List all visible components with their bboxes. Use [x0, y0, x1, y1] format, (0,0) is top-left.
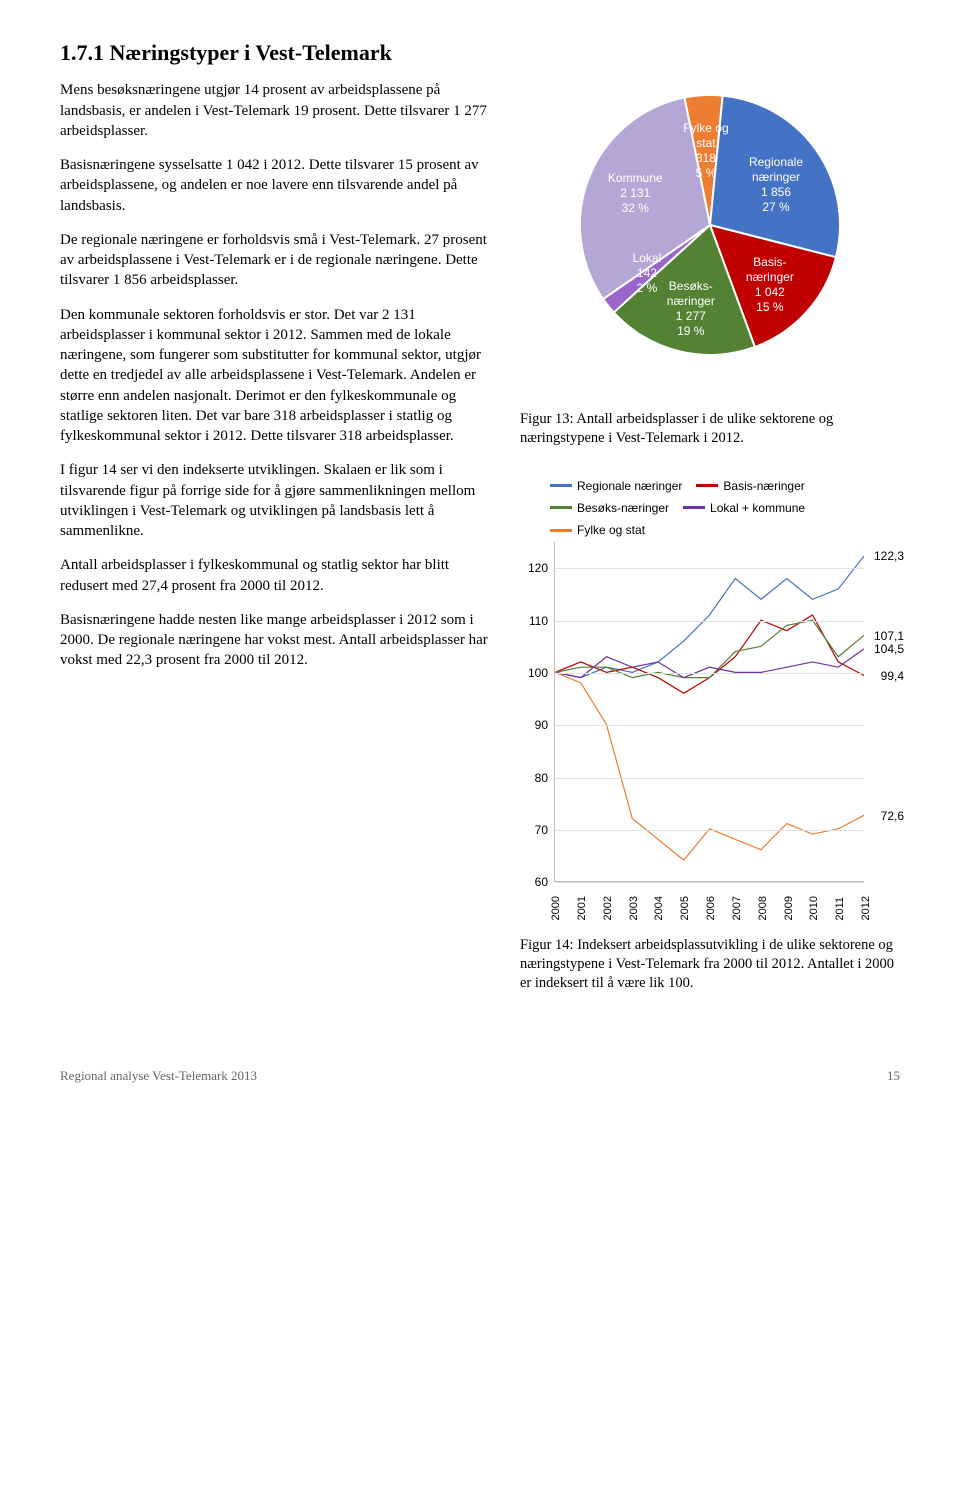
- legend-item: Regionale næringer: [550, 478, 682, 494]
- paragraph: Basisnæringene hadde nesten like mange a…: [60, 610, 490, 671]
- legend-item: Fylke og stat: [550, 522, 645, 538]
- y-tick-label: 110: [520, 613, 548, 629]
- chart-series: [555, 556, 864, 678]
- series-end-label: 122,3: [874, 548, 904, 564]
- pie-slice-label: Basis-næringer1 04215 %: [730, 255, 810, 315]
- legend-item: Basis-næringer: [696, 478, 804, 494]
- legend-item: Besøks-næringer: [550, 500, 669, 516]
- section-heading: 1.7.1 Næringstyper i Vest-Telemark: [60, 40, 490, 66]
- series-end-label: 104,5: [874, 641, 904, 657]
- x-tick-label: 2010: [807, 896, 822, 920]
- y-tick-label: 60: [520, 874, 548, 890]
- y-tick-label: 70: [520, 822, 548, 838]
- x-tick-label: 2006: [704, 896, 719, 920]
- x-tick-label: 2011: [833, 897, 848, 921]
- x-tick-label: 2008: [756, 896, 771, 920]
- y-tick-label: 90: [520, 717, 548, 733]
- paragraph: Den kommunale sektoren forholdsvis er st…: [60, 305, 490, 447]
- pie-slice-label: Regionalenæringer1 85627 %: [736, 155, 816, 215]
- x-tick-label: 2004: [652, 896, 667, 920]
- y-tick-label: 120: [520, 560, 548, 576]
- paragraph: Basisnæringene sysselsatte 1 042 i 2012.…: [60, 155, 490, 216]
- x-tick-label: 2003: [627, 896, 642, 920]
- x-tick-label: 2000: [549, 896, 564, 920]
- legend-item: Lokal + kommune: [683, 500, 805, 516]
- chart-series: [555, 673, 864, 861]
- x-tick-label: 2012: [859, 896, 874, 920]
- x-tick-label: 2005: [678, 896, 693, 920]
- paragraph: Antall arbeidsplasser i fylkeskommunal o…: [60, 555, 490, 596]
- x-tick-label: 2001: [575, 896, 590, 920]
- pie-chart: Fylke ogstat3185 %Regionalenæringer1 856…: [520, 40, 900, 400]
- paragraph: De regionale næringene er forholdsvis sm…: [60, 230, 490, 291]
- pie-slice-label: Lokal1422 %: [607, 251, 687, 296]
- x-tick-label: 2002: [601, 896, 616, 920]
- paragraph: I figur 14 ser vi den indekserte utvikli…: [60, 460, 490, 541]
- series-end-label: 99,4: [881, 668, 904, 684]
- pie-slice-label: Fylke ogstat3185 %: [666, 121, 746, 181]
- footer-left: Regional analyse Vest-Telemark 2013: [60, 1067, 257, 1085]
- paragraph: Mens besøksnæringene utgjør 14 prosent a…: [60, 80, 490, 141]
- figure-caption: Figur 13: Antall arbeidsplasser i de uli…: [520, 410, 900, 448]
- y-tick-label: 100: [520, 665, 548, 681]
- series-end-label: 72,6: [881, 808, 904, 824]
- x-tick-label: 2007: [730, 896, 745, 920]
- footer-page-number: 15: [887, 1067, 900, 1085]
- x-tick-label: 2009: [782, 896, 797, 920]
- pie-slice-label: Kommune2 13132 %: [595, 171, 675, 216]
- y-tick-label: 80: [520, 770, 548, 786]
- line-chart: Regionale næringer Basis-næringer Besøks-n…: [520, 478, 900, 903]
- figure-caption: Figur 14: Indeksert arbeidsplassutviklin…: [520, 936, 900, 993]
